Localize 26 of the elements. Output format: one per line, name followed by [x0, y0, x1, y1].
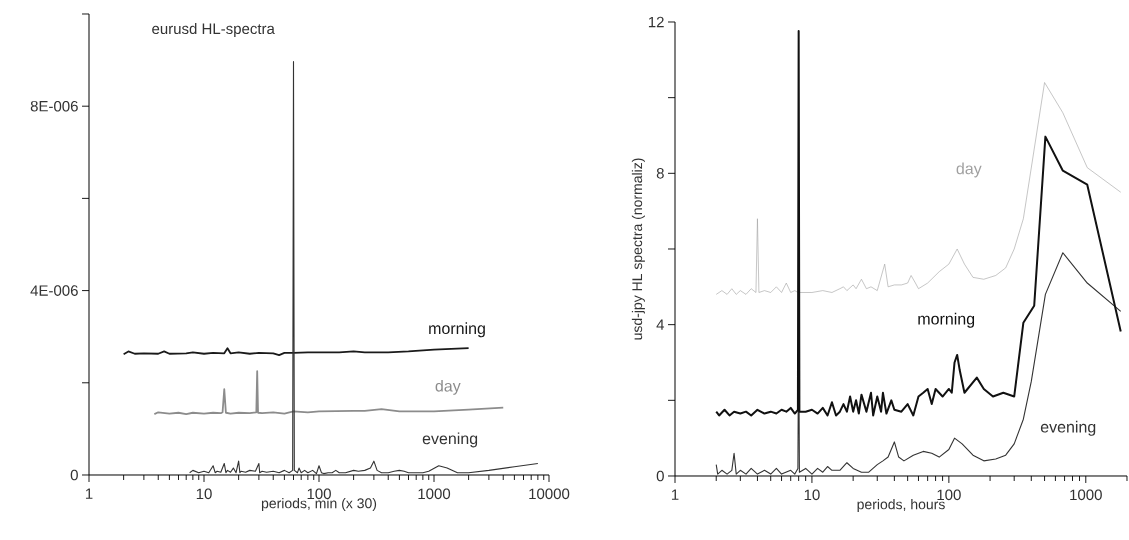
y-tick-label: 0: [70, 469, 78, 481]
x-tick-label: 10: [196, 488, 212, 500]
series-label: evening: [422, 432, 478, 448]
y-tick-label: 8E-006: [30, 100, 78, 112]
x-tick-label: 100: [937, 489, 961, 501]
x-tick-label: 1: [671, 489, 679, 500]
y-tick-label: 0: [656, 470, 664, 482]
series-label: morning: [429, 322, 485, 338]
x-axis-title: periods, hours: [857, 499, 945, 513]
x-tick-label: 1000: [1070, 489, 1102, 501]
x-tick-label: 1000: [418, 488, 451, 500]
y-tick-label: 4: [656, 319, 665, 330]
text: morning: [918, 312, 975, 328]
x-tick-label: 1: [85, 488, 93, 499]
text: day: [956, 162, 982, 178]
y-tick-label: 8: [656, 168, 664, 179]
x-tick-label: 100: [307, 488, 331, 500]
series-label: evening: [1040, 420, 1096, 436]
x-axis-title: periods, min (x 30): [261, 498, 377, 512]
x-tick-label: 10: [804, 489, 820, 501]
y-tick-label: 4E-006: [30, 285, 78, 296]
text: eurusd HL-spectra: [152, 23, 275, 38]
y-axis-title: usd-jpy HL spectra (normaliz): [631, 158, 645, 340]
y-tick-label: 12: [648, 16, 664, 28]
x-tick-label: 10000: [529, 488, 570, 500]
series-label: day: [435, 379, 461, 395]
